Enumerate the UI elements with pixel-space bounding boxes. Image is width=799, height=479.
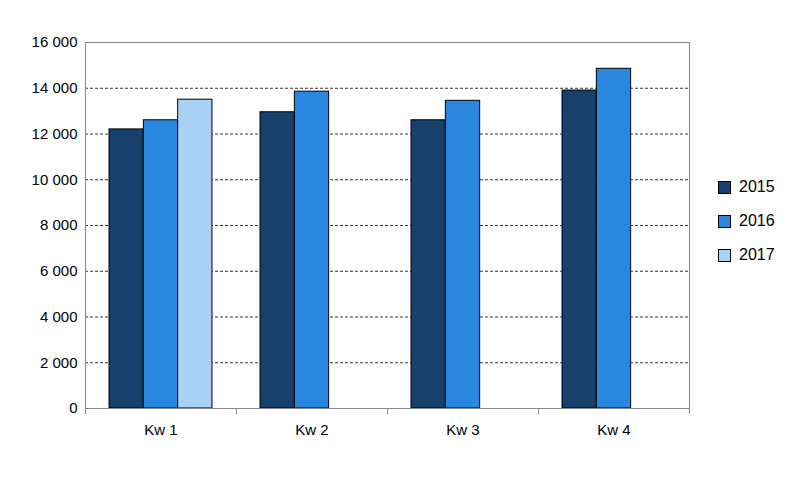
svg-text:Kw 4: Kw 4	[597, 421, 630, 438]
html-text:2015: 2015	[739, 178, 775, 195]
html-text:2016: 2016	[739, 212, 775, 229]
svg-text:10 000: 10 000	[32, 171, 78, 188]
svg-text:2 000: 2 000	[40, 354, 78, 371]
svg-text:12 000: 12 000	[32, 125, 78, 142]
svg-text:8 000: 8 000	[40, 216, 78, 233]
svg-text:Kw 1: Kw 1	[144, 421, 177, 438]
svg-text:Kw 2: Kw 2	[295, 421, 328, 438]
svg-text:16 000: 16 000	[32, 33, 78, 50]
svg-text:6 000: 6 000	[40, 262, 78, 279]
html-text:2017: 2017	[739, 246, 775, 263]
svg-text:0: 0	[69, 399, 77, 416]
svg-text:Kw 3: Kw 3	[446, 421, 479, 438]
svg-text:14 000: 14 000	[32, 79, 78, 96]
svg-text:4 000: 4 000	[40, 308, 78, 325]
